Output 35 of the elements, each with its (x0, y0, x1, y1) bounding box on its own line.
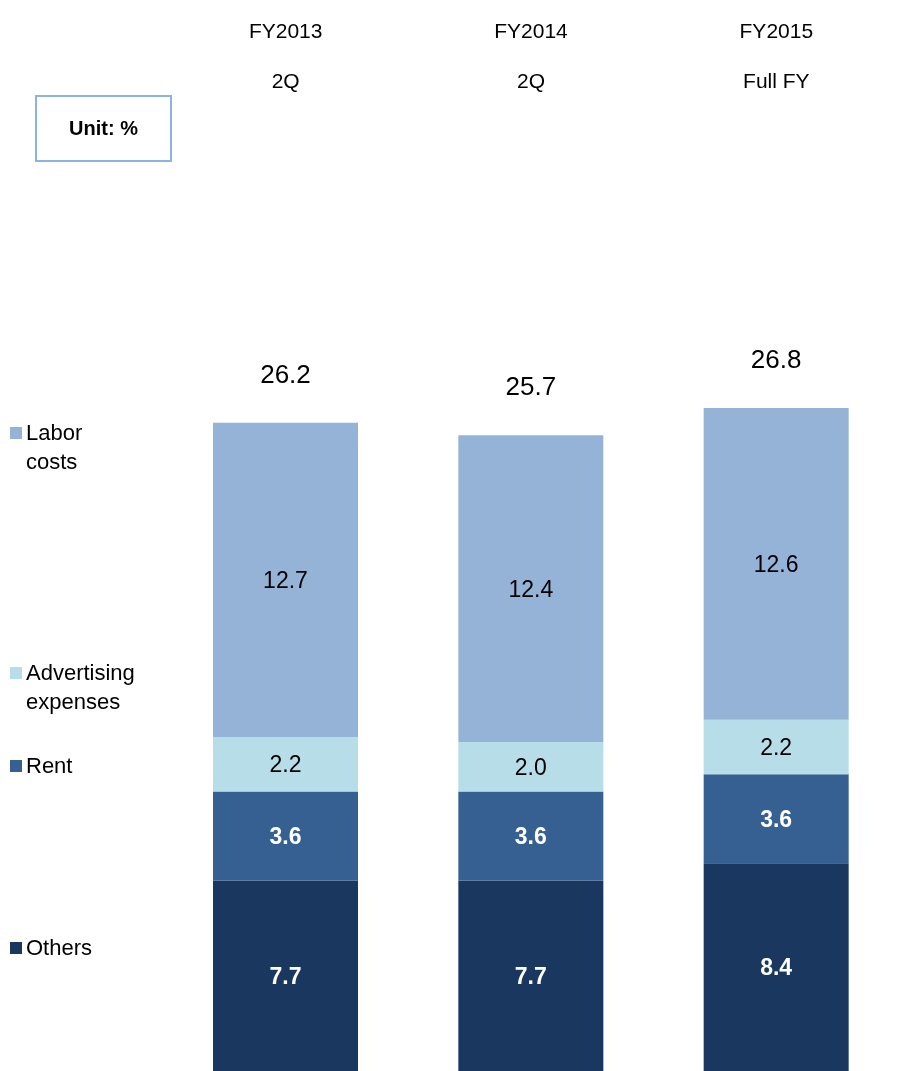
bar (703, 863, 849, 1071)
data-label: 7.7 (514, 962, 547, 989)
bar (213, 737, 358, 792)
bar (458, 741, 604, 792)
bar (458, 791, 604, 881)
data-label: 12.4 (508, 575, 554, 602)
bar (213, 880, 358, 1071)
category-label: FY2014 2Q (494, 19, 568, 92)
data-label: 3.6 (760, 805, 793, 832)
bar (458, 880, 604, 1071)
total-label: 25.7 (505, 371, 557, 402)
data-label: 3.6 (514, 823, 547, 850)
data-label: 12.6 (753, 551, 799, 578)
text: Unit: % (35, 95, 172, 162)
bar (213, 422, 358, 738)
bar (213, 791, 358, 881)
data-label: 8.4 (760, 954, 793, 981)
data-label: 2.2 (269, 751, 302, 778)
legend-label: Advertising expenses (26, 658, 135, 716)
total-label: 26.8 (750, 344, 802, 374)
bar (703, 408, 849, 720)
data-label: 3.6 (269, 823, 302, 850)
legend-label: Others (26, 934, 93, 962)
legend-label: Rent (26, 752, 73, 781)
total-label: 26.2 (260, 358, 311, 389)
category-label: FY2013 2Q (248, 19, 323, 92)
bar (703, 774, 849, 864)
bar (458, 435, 604, 742)
legend-label: Labor costs (26, 418, 83, 476)
bar (703, 719, 849, 775)
data-label: 2.2 (760, 734, 793, 761)
data-label: 7.7 (269, 962, 302, 989)
category-label: FY2015 Full FY (739, 19, 814, 92)
data-label: 2.0 (514, 753, 547, 780)
data-label: 12.7 (263, 567, 308, 594)
